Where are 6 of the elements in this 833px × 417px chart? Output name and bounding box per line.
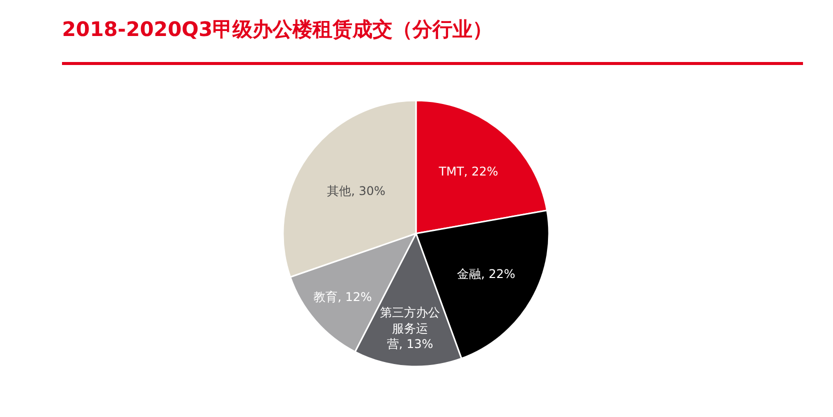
slice-label: 第三方办公服务运营, 13% bbox=[380, 306, 440, 351]
chart-title: 2018-2020Q3甲级办公楼租赁成交（分行业） bbox=[62, 17, 493, 41]
slice-label: 教育, 12% bbox=[314, 290, 372, 304]
slice-label: TMT, 22% bbox=[438, 164, 498, 178]
slice-label: 金融, 22% bbox=[456, 267, 516, 281]
slice-label: 其他, 30% bbox=[327, 184, 386, 198]
